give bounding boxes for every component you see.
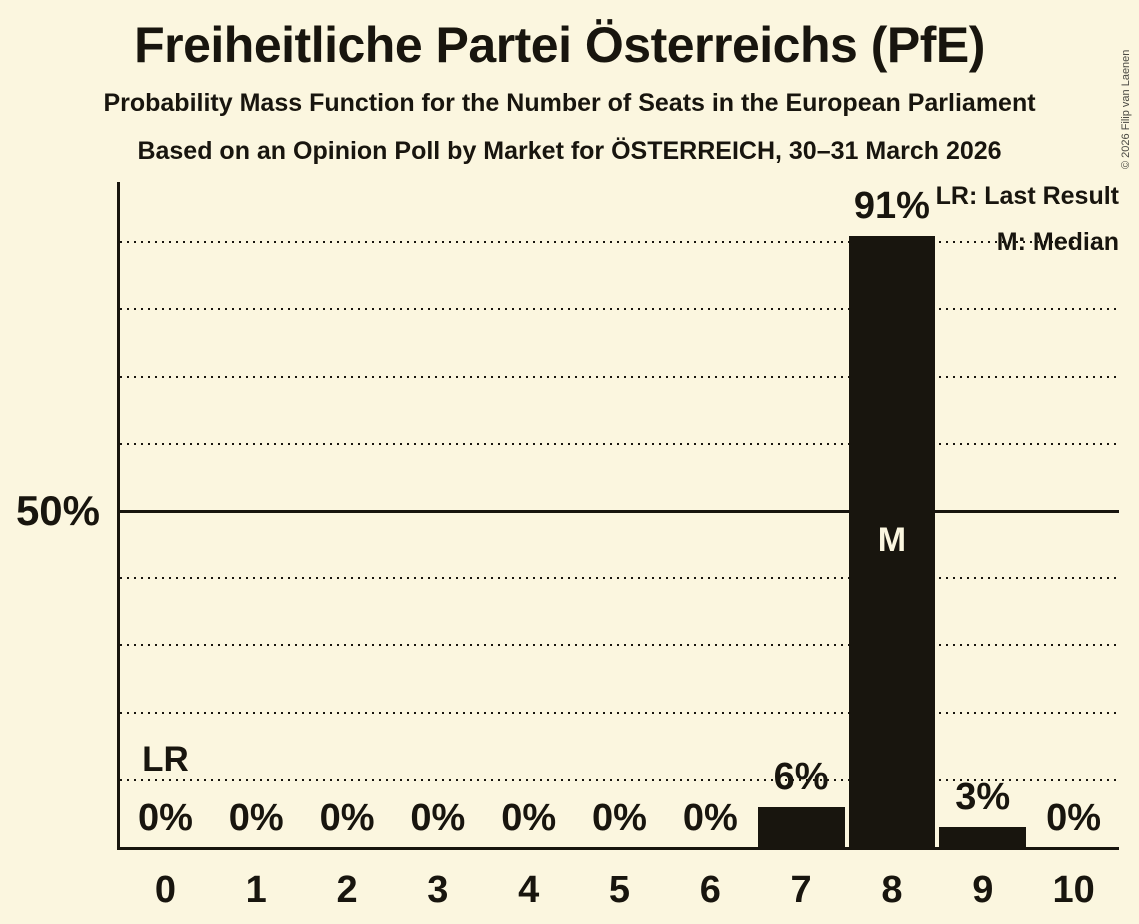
chart-poll-source-line: Based on an Opinion Poll by Market for Ö… [137,137,1002,165]
gridline-60pct [120,442,1119,445]
value-label-seats-2: 0% [319,797,375,839]
bar-seats-7 [757,806,845,847]
y-axis-tick-label-50pct: 50% [15,487,100,534]
gridline-20pct [120,711,1119,714]
y-axis-line [117,182,120,850]
x-tick-label-0: 0 [154,869,176,911]
gridline-50pct-solid [120,509,1119,513]
x-tick-label-7: 7 [790,869,812,911]
value-label-seats-5: 0% [592,797,647,839]
value-label-seats-9: 3% [955,775,1011,818]
gridline-80pct [120,308,1119,311]
gridline-70pct [120,375,1119,378]
x-tick-label-9: 9 [972,869,994,911]
plot-area: LR: Last Result M: Median 0% 0 0% 1 0% 2 0% 3 0%… [117,182,1119,911]
x-tick-label-3: 3 [427,869,449,911]
value-label-seats-0: 0% [137,797,193,839]
chart-subtitle: Probability Mass Function for the Number… [103,89,1036,117]
value-label-seats-3: 0% [410,797,466,839]
last-result-marker-label: LR [142,740,189,779]
bar-seats-8 [848,235,936,847]
gridline-30pct [120,644,1119,647]
chart-title: Freiheitliche Partei Österreichs (PfE) [134,17,985,73]
x-tick-label-2: 2 [336,869,358,911]
gridline-10pct [120,778,1119,781]
x-axis-line [117,847,1119,850]
gridline-40pct [120,577,1119,580]
value-label-seats-4: 0% [501,797,557,839]
value-label-seats-7: 6% [773,755,829,798]
x-tick-label-8: 8 [881,869,903,911]
bar-seats-9 [939,826,1027,847]
value-label-seats-10: 0% [1046,797,1102,839]
x-tick-label-4: 4 [518,869,540,911]
median-marker-label: M [877,521,907,559]
value-label-seats-1: 0% [228,797,284,839]
value-label-seats-8: 91% [853,184,930,227]
x-tick-label-6: 6 [699,869,721,911]
legend-last-result: LR: Last Result [935,182,1119,210]
copyright-notice: © 2026 Filip van Laenen [1120,49,1132,169]
gridline-90pct [120,241,1119,244]
x-tick-label-1: 1 [245,869,267,911]
x-tick-label-5: 5 [608,869,631,911]
x-tick-label-10: 10 [1052,869,1095,911]
value-label-seats-6: 0% [682,797,738,839]
legend-median: M: Median [996,228,1119,256]
